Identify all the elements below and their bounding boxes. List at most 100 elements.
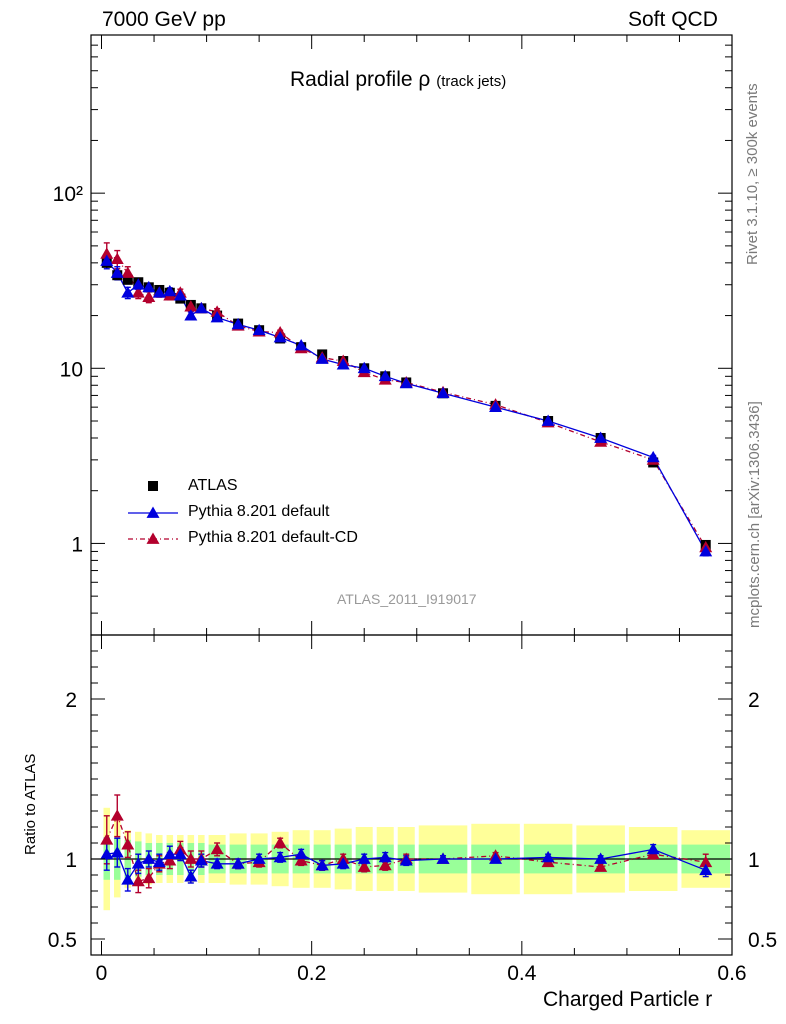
source-label: mcplots.cern.ch [arXiv:1306.3436] — [746, 401, 763, 628]
ratio-default-point-11 — [231, 857, 245, 869]
ratio-default-point-15 — [315, 858, 329, 871]
default-cd-point-2 — [121, 266, 135, 278]
ratio-default-point-6 — [163, 847, 177, 860]
legend-label-atlas: ATLAS — [188, 477, 238, 494]
analysis-id: ATLAS_2011_I919017 — [337, 591, 477, 607]
ratio-default-point-7 — [173, 847, 187, 860]
default-point-4 — [142, 280, 156, 293]
default-point-3 — [131, 278, 145, 290]
ratio-default-point-22 — [541, 850, 555, 863]
default-point-0 — [100, 254, 114, 266]
ratio-default-cd-point-6 — [163, 854, 177, 866]
legend-label-default: Pythia 8.201 default — [188, 503, 330, 520]
ratio-ytick-label-left-0: 2 — [65, 689, 77, 712]
default-point-15 — [315, 352, 329, 364]
ratio-ytick-label-left-2: 0.5 — [48, 929, 77, 952]
ratio-default-cd-point-1 — [110, 809, 124, 821]
ratio-default-cd-point-8 — [184, 852, 198, 864]
default-point-20 — [436, 386, 450, 399]
default-cd-point-0 — [100, 247, 114, 259]
legend-atlas-marker — [148, 481, 158, 491]
ratio-ytick-label-left-1: 1 — [65, 849, 77, 872]
ratio-y-axis-label: Ratio to ATLAS — [22, 753, 39, 855]
main-ytick-label-1: 10 — [60, 358, 83, 381]
chart-title-sub: (track jets) — [436, 73, 507, 90]
ratio-default-point-21 — [489, 852, 503, 864]
ratio-default-point-20 — [436, 852, 450, 864]
ratio-frame — [90, 634, 733, 956]
ratio-default-point-16 — [336, 857, 350, 869]
ratio-default-cd-point-18 — [378, 858, 392, 871]
ratio-default-point-17 — [357, 852, 371, 864]
default-cd-point-4 — [142, 290, 156, 302]
ratio-default-point-1 — [110, 846, 124, 858]
default-point-18 — [378, 369, 392, 382]
ratio-default-point-12 — [252, 852, 266, 864]
ratio-default-cd-point-23 — [594, 860, 608, 872]
ratio-default-cd-point-14 — [294, 854, 308, 866]
default-point-5 — [152, 286, 166, 298]
ratio-default-cd-point-25 — [699, 855, 713, 868]
category-label: Soft QCD — [628, 8, 718, 31]
ratio-default-cd-point-3 — [131, 874, 145, 887]
default-point-12 — [252, 323, 266, 336]
energy-label: 7000 GeV pp — [102, 8, 226, 31]
ratio-default-point-13 — [273, 850, 287, 863]
default-point-8 — [184, 309, 198, 321]
xtick-label-3: 0.6 — [717, 962, 746, 985]
legend-default-marker — [146, 506, 160, 518]
ratio-default-point-24 — [646, 842, 660, 855]
tick-labels: 10² 10 1 2 2 1 1 0.5 0.5 0 0.2 0.4 0.6 — [48, 183, 777, 985]
ratio-default-cd-point-2 — [121, 838, 135, 850]
rivet-version-label: Rivet 3.1.10, ≥ 300k events — [744, 83, 761, 265]
default-cd-point-3 — [131, 286, 145, 298]
main-ytick-label-0: 10² — [53, 183, 83, 206]
ratio-series — [100, 794, 713, 894]
ratio-default-point-14 — [294, 847, 308, 860]
default-point-6 — [163, 284, 177, 297]
ratio-ytick-label-right-2: 0.5 — [748, 929, 777, 952]
ratio-default-point-19 — [399, 854, 413, 866]
ratio-default-cd-point-13 — [273, 836, 287, 848]
default-point-7 — [173, 289, 187, 301]
default-point-9 — [194, 301, 208, 314]
ratio-axis-ticks — [91, 634, 733, 956]
x-axis-label: Charged Particle r — [543, 988, 713, 1011]
default-point-1 — [110, 266, 124, 278]
ratio-default-point-4 — [142, 852, 156, 864]
default-point-22 — [541, 414, 555, 426]
ratio-default-point-18 — [378, 850, 392, 863]
ratio-default-point-3 — [131, 857, 145, 869]
ratio-ytick-label-right-1: 1 — [748, 849, 760, 872]
ratio-default-point-5 — [152, 855, 166, 868]
default-point-17 — [357, 361, 371, 374]
default-point-11 — [231, 317, 245, 330]
ratio-default-cd-point-0 — [100, 833, 114, 845]
ratio-ytick-label-right-0: 2 — [748, 689, 760, 712]
atlas-point-2 — [122, 274, 133, 285]
default-point-10 — [210, 310, 224, 323]
xtick-label-1: 0.2 — [297, 962, 326, 985]
chart-title: Radial profile ρ (track jets) — [290, 68, 506, 92]
ratio-default-cd-point-10 — [210, 842, 224, 855]
ratio-default-point-10 — [210, 857, 224, 869]
main-series — [100, 242, 713, 557]
ratio-default-point-25 — [699, 863, 713, 876]
ratio-default-cd-point-17 — [357, 860, 371, 872]
ratio-default-point-8 — [184, 870, 198, 882]
xtick-label-2: 0.4 — [507, 962, 537, 985]
chart-title-main: Radial profile ρ — [290, 68, 431, 91]
xtick-label-0: 0 — [96, 962, 108, 985]
main-ytick-label-2: 1 — [71, 533, 83, 556]
default-point-16 — [336, 358, 350, 370]
default-point-24 — [646, 450, 660, 463]
ratio-default-cd-point-4 — [142, 871, 156, 884]
legend-markers — [128, 481, 178, 544]
legend-default-cd-marker — [146, 532, 160, 544]
default-point-25 — [699, 544, 713, 557]
ratio-default-point-2 — [121, 873, 135, 885]
default-point-21 — [489, 400, 503, 413]
default-cd-point-1 — [110, 252, 124, 265]
default-cd-point-8 — [184, 300, 198, 312]
